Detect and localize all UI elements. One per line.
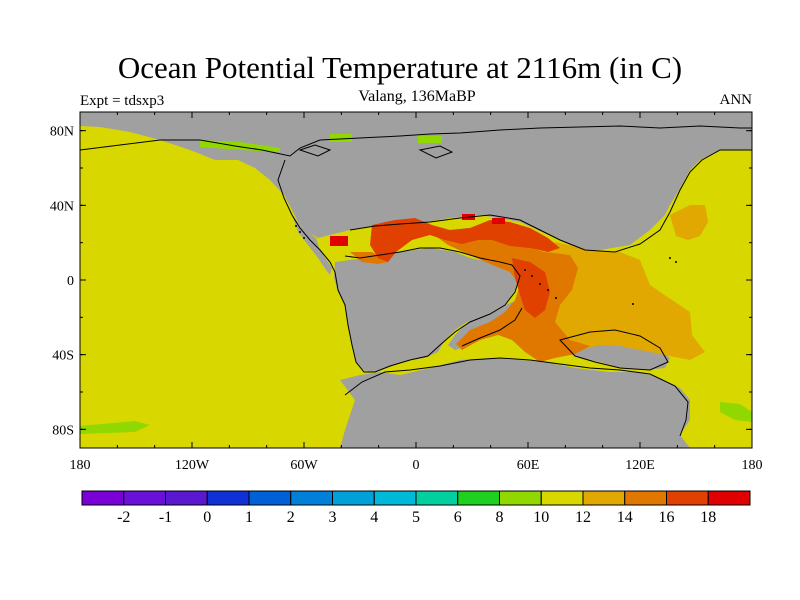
colorbar-label: 12 (575, 509, 591, 526)
colorbar-box (457, 490, 500, 506)
colorbar-box (290, 490, 333, 506)
y-tick-label: 40N (50, 199, 74, 214)
colorbar-box (248, 490, 292, 506)
coast-eurasia (349, 149, 752, 253)
colorbar-box (332, 490, 375, 506)
colorbar-box (373, 490, 417, 506)
patch-south-east (720, 402, 752, 422)
colorbar-label: 18 (700, 509, 716, 526)
cool-patches (80, 134, 752, 434)
colorbar-box (165, 490, 208, 506)
colorbar-label: 16 (659, 509, 675, 526)
warm-tethys-16-18 (370, 218, 560, 262)
warm-atlantic-14-16 (350, 252, 388, 264)
coast-north-america (277, 159, 521, 373)
coast-north (80, 125, 752, 157)
y-tick-label: 0 (67, 274, 74, 289)
island (524, 269, 526, 271)
patch-north-3 (418, 136, 442, 143)
colorbar-box (123, 490, 166, 506)
colorbar-box (499, 490, 542, 506)
y-axis: 80N 40N 0 40S 80S (50, 125, 752, 438)
x-tick-label: 60E (517, 458, 540, 473)
y-tick-label: 80S (52, 423, 74, 438)
island (531, 275, 533, 277)
experiment-label: Expt = tdsxp3 (80, 93, 165, 109)
warm-hot-spot-3 (492, 218, 505, 224)
x-tick-label: 180 (742, 458, 763, 473)
colorbar-label: 5 (412, 509, 420, 526)
colorbar-label: 8 (496, 509, 504, 526)
colorbar-box (81, 490, 125, 506)
map-field (80, 112, 752, 448)
colorbar-label: -2 (117, 509, 130, 526)
colorbar-labels: -2 -1 0 1 2 3 4 5 6 8 10 12 14 16 18 (117, 509, 716, 526)
colorbar-box (582, 490, 626, 506)
colorbar-label: 6 (454, 509, 462, 526)
colorbar-label: -1 (159, 509, 172, 526)
patch-north-4 (80, 421, 150, 434)
coast-arctic-islands (298, 144, 454, 159)
map-subtitle: Valang, 136MaBP (358, 88, 476, 105)
warm-tethys-interior (512, 258, 550, 318)
island (303, 237, 305, 239)
island (555, 297, 557, 299)
island (632, 303, 634, 305)
warm-waters (330, 205, 708, 362)
island (675, 261, 677, 263)
coast-antarctica (344, 357, 689, 437)
colorbar-boxes (81, 490, 751, 506)
colorbar-box (707, 490, 751, 506)
colorbar-label: 10 (533, 509, 549, 526)
island (299, 231, 301, 233)
y-tick-label: 40S (52, 349, 74, 364)
period-label: ANN (719, 92, 753, 108)
map-title: Ocean Potential Temperature at 2116m (in… (117, 50, 683, 85)
colorbar-label: 1 (245, 509, 253, 526)
island (539, 283, 541, 285)
colorbar-box (666, 490, 709, 506)
island (669, 257, 671, 259)
warm-tethys-14-16 (430, 228, 590, 362)
x-tick-label: 60W (290, 458, 318, 473)
land-africa (334, 248, 520, 372)
island-chains (295, 225, 677, 305)
y-tick-label: 80N (50, 125, 74, 140)
warm-east-pocket (670, 205, 708, 240)
island (295, 225, 297, 227)
colorbar-box (540, 490, 584, 506)
patch-north-2 (330, 134, 352, 142)
colorbar-box (624, 490, 667, 506)
x-tick-label: 180 (70, 458, 91, 473)
coast-australia (559, 329, 669, 371)
coastlines (80, 125, 752, 437)
colorbar-label: 4 (370, 509, 378, 526)
coast-india (461, 307, 523, 347)
x-tick-label: 0 (413, 458, 420, 473)
x-axis: 180 120W 60W 0 60E 120E 180 (70, 112, 763, 473)
colorbar-label: 0 (203, 509, 211, 526)
x-tick-label: 120W (175, 458, 210, 473)
island (547, 289, 549, 291)
x-tick-label: 120E (625, 458, 655, 473)
colorbar-box (206, 490, 250, 506)
colorbar-box (415, 490, 459, 506)
land-antarctica (340, 358, 690, 448)
warm-hot-spot-1 (330, 236, 348, 246)
colorbar-label: 2 (287, 509, 295, 526)
colorbar-label: 3 (329, 509, 337, 526)
colorbar-label: 14 (617, 509, 633, 526)
